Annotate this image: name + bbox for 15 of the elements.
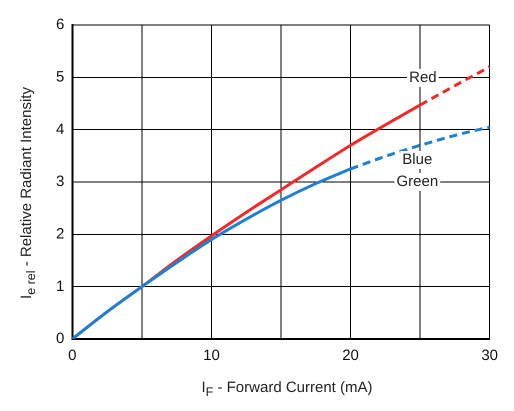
y-tick-label: 3 <box>56 173 64 190</box>
x-tick-label: 0 <box>68 347 77 364</box>
x-tick-label: 20 <box>342 347 359 364</box>
y-tick-label: 5 <box>56 68 64 86</box>
y-tick-label: 6 <box>56 16 64 34</box>
y-tick-label: 4 <box>56 120 64 138</box>
annotation: Blue <box>402 151 432 168</box>
y-tick-label: 1 <box>56 278 64 295</box>
annotation: Red <box>409 68 437 86</box>
x-axis-title: I$_{F}$ - Forward Current (mA) <box>200 379 374 399</box>
y-tick-label: 0 <box>56 330 64 348</box>
x-tick-label: 30 <box>481 347 498 364</box>
annotation: Green <box>396 173 438 190</box>
y-tick-label: 2 <box>56 225 64 242</box>
x-tick-label: 10 <box>203 347 220 364</box>
